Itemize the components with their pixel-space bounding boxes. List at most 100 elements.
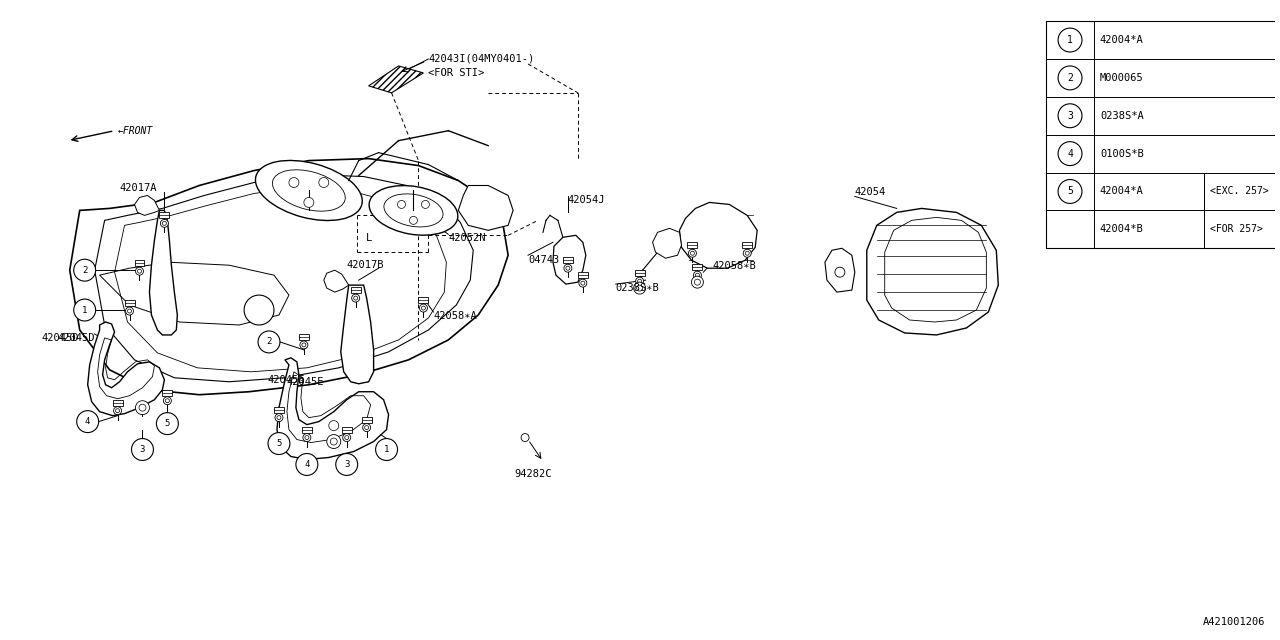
Circle shape bbox=[410, 216, 417, 225]
Circle shape bbox=[156, 413, 178, 435]
Circle shape bbox=[695, 273, 699, 277]
Text: 3: 3 bbox=[344, 460, 349, 469]
Polygon shape bbox=[69, 159, 508, 395]
Circle shape bbox=[275, 413, 283, 422]
Circle shape bbox=[420, 304, 428, 312]
Bar bbox=[687, 243, 698, 248]
Circle shape bbox=[1059, 28, 1082, 52]
Polygon shape bbox=[553, 236, 586, 284]
Circle shape bbox=[244, 295, 274, 325]
Circle shape bbox=[691, 276, 704, 288]
Polygon shape bbox=[458, 186, 513, 230]
Circle shape bbox=[128, 309, 132, 313]
Polygon shape bbox=[87, 322, 164, 415]
Circle shape bbox=[637, 279, 641, 283]
Circle shape bbox=[1059, 66, 1082, 90]
Text: 42004*B: 42004*B bbox=[1100, 225, 1143, 234]
Polygon shape bbox=[150, 211, 178, 335]
Circle shape bbox=[1059, 104, 1082, 128]
Circle shape bbox=[165, 399, 169, 403]
Circle shape bbox=[132, 438, 154, 460]
Polygon shape bbox=[369, 66, 424, 93]
Text: 42004*A: 42004*A bbox=[1100, 35, 1143, 45]
Text: 3: 3 bbox=[140, 445, 145, 454]
Bar bbox=[113, 400, 123, 406]
Circle shape bbox=[125, 307, 133, 315]
Circle shape bbox=[276, 415, 280, 420]
Circle shape bbox=[343, 433, 351, 442]
Circle shape bbox=[329, 420, 339, 431]
Text: 1: 1 bbox=[82, 305, 87, 314]
Bar bbox=[362, 417, 371, 422]
Polygon shape bbox=[134, 195, 160, 216]
Polygon shape bbox=[340, 285, 374, 384]
Circle shape bbox=[268, 433, 291, 454]
Bar bbox=[351, 287, 361, 293]
Bar bbox=[163, 390, 173, 396]
Circle shape bbox=[305, 436, 308, 440]
Text: 42054J: 42054J bbox=[568, 195, 605, 205]
Bar bbox=[160, 212, 169, 218]
Circle shape bbox=[74, 259, 96, 281]
Bar bbox=[1046, 21, 1280, 248]
Circle shape bbox=[1059, 141, 1082, 166]
Text: <FOR STI>: <FOR STI> bbox=[429, 68, 485, 78]
Bar bbox=[124, 300, 134, 306]
Text: 42017A: 42017A bbox=[119, 184, 157, 193]
Circle shape bbox=[566, 266, 570, 270]
Circle shape bbox=[521, 433, 529, 442]
Circle shape bbox=[160, 220, 169, 227]
Text: 5: 5 bbox=[276, 439, 282, 448]
Circle shape bbox=[319, 177, 329, 188]
Circle shape bbox=[564, 264, 572, 272]
Text: 42052N: 42052N bbox=[448, 234, 486, 243]
Circle shape bbox=[300, 341, 308, 349]
Text: 42045E: 42045E bbox=[268, 375, 305, 385]
Circle shape bbox=[296, 454, 317, 476]
Circle shape bbox=[634, 282, 645, 294]
Text: <FOR 257>: <FOR 257> bbox=[1210, 225, 1262, 234]
Text: <EXC. 257>: <EXC. 257> bbox=[1210, 186, 1268, 196]
Circle shape bbox=[136, 267, 143, 275]
Circle shape bbox=[1059, 180, 1082, 204]
Circle shape bbox=[690, 252, 695, 255]
Circle shape bbox=[303, 433, 311, 442]
Text: 42058∗A: 42058∗A bbox=[434, 311, 477, 321]
Circle shape bbox=[74, 299, 96, 321]
Circle shape bbox=[164, 397, 172, 404]
Circle shape bbox=[330, 438, 337, 445]
Text: 04743: 04743 bbox=[529, 255, 559, 265]
Polygon shape bbox=[324, 270, 348, 292]
Circle shape bbox=[140, 404, 146, 411]
Circle shape bbox=[636, 285, 643, 291]
Circle shape bbox=[835, 267, 845, 277]
Text: 94282C: 94282C bbox=[515, 469, 552, 479]
Text: 0238S∗B: 0238S∗B bbox=[616, 283, 659, 293]
Text: 42045E: 42045E bbox=[287, 377, 324, 387]
Bar bbox=[134, 260, 145, 266]
Circle shape bbox=[689, 249, 696, 257]
Circle shape bbox=[335, 454, 357, 476]
Circle shape bbox=[326, 435, 340, 449]
Circle shape bbox=[163, 221, 166, 225]
Polygon shape bbox=[680, 202, 758, 268]
Circle shape bbox=[365, 426, 369, 429]
Bar bbox=[577, 272, 588, 278]
Text: 2: 2 bbox=[82, 266, 87, 275]
Circle shape bbox=[114, 406, 122, 415]
Text: 42045D: 42045D bbox=[58, 333, 95, 343]
Text: 5: 5 bbox=[1068, 186, 1073, 196]
Text: A421001206: A421001206 bbox=[1203, 617, 1266, 627]
Text: L: L bbox=[366, 234, 372, 243]
Circle shape bbox=[353, 296, 357, 300]
Circle shape bbox=[694, 271, 701, 279]
Circle shape bbox=[636, 277, 644, 285]
Text: 2: 2 bbox=[1068, 73, 1073, 83]
Circle shape bbox=[744, 249, 751, 257]
Text: 0238S*A: 0238S*A bbox=[1100, 111, 1143, 121]
Circle shape bbox=[421, 200, 429, 209]
Bar bbox=[419, 297, 429, 303]
Text: 4: 4 bbox=[1068, 148, 1073, 159]
Circle shape bbox=[375, 438, 398, 460]
Circle shape bbox=[115, 409, 119, 413]
